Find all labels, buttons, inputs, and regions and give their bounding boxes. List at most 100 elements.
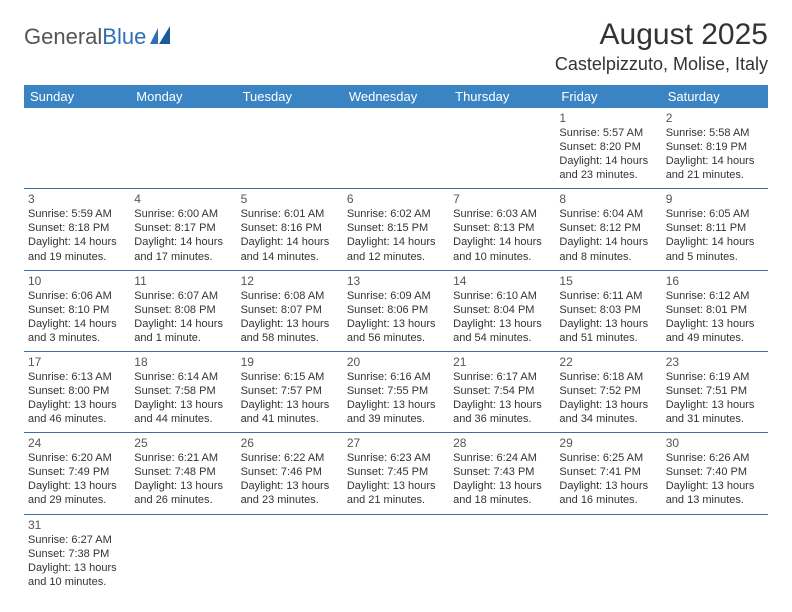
day-info: Sunrise: 6:21 AMSunset: 7:48 PMDaylight:…	[134, 451, 232, 507]
day-info: Sunrise: 6:27 AMSunset: 7:38 PMDaylight:…	[28, 533, 126, 589]
logo-text-blue: Blue	[102, 24, 146, 50]
day-number: 17	[28, 355, 126, 369]
calendar-empty	[130, 514, 236, 595]
day-info: Sunrise: 6:07 AMSunset: 8:08 PMDaylight:…	[134, 289, 232, 345]
day-number: 3	[28, 192, 126, 206]
day-info: Sunrise: 6:10 AMSunset: 8:04 PMDaylight:…	[453, 289, 551, 345]
day-number: 16	[666, 274, 764, 288]
day-number: 5	[241, 192, 339, 206]
day-number: 21	[453, 355, 551, 369]
title-block: August 2025 Castelpizzuto, Molise, Italy	[555, 18, 768, 75]
calendar-table: SundayMondayTuesdayWednesdayThursdayFrid…	[24, 85, 768, 595]
day-number: 26	[241, 436, 339, 450]
calendar-day: 7Sunrise: 6:03 AMSunset: 8:13 PMDaylight…	[449, 189, 555, 270]
calendar-day: 17Sunrise: 6:13 AMSunset: 8:00 PMDayligh…	[24, 351, 130, 432]
calendar-day: 5Sunrise: 6:01 AMSunset: 8:16 PMDaylight…	[237, 189, 343, 270]
day-number: 7	[453, 192, 551, 206]
location: Castelpizzuto, Molise, Italy	[555, 54, 768, 75]
day-number: 29	[559, 436, 657, 450]
day-info: Sunrise: 6:06 AMSunset: 8:10 PMDaylight:…	[28, 289, 126, 345]
day-number: 30	[666, 436, 764, 450]
calendar-day: 26Sunrise: 6:22 AMSunset: 7:46 PMDayligh…	[237, 433, 343, 514]
day-info: Sunrise: 6:17 AMSunset: 7:54 PMDaylight:…	[453, 370, 551, 426]
day-number: 9	[666, 192, 764, 206]
day-info: Sunrise: 6:13 AMSunset: 8:00 PMDaylight:…	[28, 370, 126, 426]
day-number: 15	[559, 274, 657, 288]
calendar-empty	[555, 514, 661, 595]
calendar-day: 3Sunrise: 5:59 AMSunset: 8:18 PMDaylight…	[24, 189, 130, 270]
calendar-day: 4Sunrise: 6:00 AMSunset: 8:17 PMDaylight…	[130, 189, 236, 270]
calendar-day: 15Sunrise: 6:11 AMSunset: 8:03 PMDayligh…	[555, 270, 661, 351]
calendar-day: 25Sunrise: 6:21 AMSunset: 7:48 PMDayligh…	[130, 433, 236, 514]
calendar-day: 13Sunrise: 6:09 AMSunset: 8:06 PMDayligh…	[343, 270, 449, 351]
calendar-day: 11Sunrise: 6:07 AMSunset: 8:08 PMDayligh…	[130, 270, 236, 351]
day-number: 14	[453, 274, 551, 288]
calendar-empty	[662, 514, 768, 595]
calendar-day: 21Sunrise: 6:17 AMSunset: 7:54 PMDayligh…	[449, 351, 555, 432]
calendar-day: 20Sunrise: 6:16 AMSunset: 7:55 PMDayligh…	[343, 351, 449, 432]
calendar-week: 31Sunrise: 6:27 AMSunset: 7:38 PMDayligh…	[24, 514, 768, 595]
calendar-day: 6Sunrise: 6:02 AMSunset: 8:15 PMDaylight…	[343, 189, 449, 270]
day-info: Sunrise: 6:05 AMSunset: 8:11 PMDaylight:…	[666, 207, 764, 263]
day-info: Sunrise: 5:57 AMSunset: 8:20 PMDaylight:…	[559, 126, 657, 182]
calendar-day: 14Sunrise: 6:10 AMSunset: 8:04 PMDayligh…	[449, 270, 555, 351]
calendar-day: 8Sunrise: 6:04 AMSunset: 8:12 PMDaylight…	[555, 189, 661, 270]
calendar-week: 17Sunrise: 6:13 AMSunset: 8:00 PMDayligh…	[24, 351, 768, 432]
calendar-day: 31Sunrise: 6:27 AMSunset: 7:38 PMDayligh…	[24, 514, 130, 595]
day-header: Saturday	[662, 85, 768, 108]
day-info: Sunrise: 6:19 AMSunset: 7:51 PMDaylight:…	[666, 370, 764, 426]
calendar-day: 2Sunrise: 5:58 AMSunset: 8:19 PMDaylight…	[662, 108, 768, 189]
day-number: 10	[28, 274, 126, 288]
day-number: 24	[28, 436, 126, 450]
calendar-empty	[24, 108, 130, 189]
day-number: 28	[453, 436, 551, 450]
day-info: Sunrise: 6:03 AMSunset: 8:13 PMDaylight:…	[453, 207, 551, 263]
calendar-day: 23Sunrise: 6:19 AMSunset: 7:51 PMDayligh…	[662, 351, 768, 432]
day-number: 20	[347, 355, 445, 369]
calendar-day: 22Sunrise: 6:18 AMSunset: 7:52 PMDayligh…	[555, 351, 661, 432]
calendar-day: 29Sunrise: 6:25 AMSunset: 7:41 PMDayligh…	[555, 433, 661, 514]
day-number: 25	[134, 436, 232, 450]
calendar-day: 27Sunrise: 6:23 AMSunset: 7:45 PMDayligh…	[343, 433, 449, 514]
day-number: 13	[347, 274, 445, 288]
calendar-body: 1Sunrise: 5:57 AMSunset: 8:20 PMDaylight…	[24, 108, 768, 595]
day-header: Sunday	[24, 85, 130, 108]
day-number: 31	[28, 518, 126, 532]
header: GeneralBlue August 2025 Castelpizzuto, M…	[24, 18, 768, 75]
day-info: Sunrise: 6:01 AMSunset: 8:16 PMDaylight:…	[241, 207, 339, 263]
calendar-empty	[343, 514, 449, 595]
day-info: Sunrise: 6:04 AMSunset: 8:12 PMDaylight:…	[559, 207, 657, 263]
day-header: Wednesday	[343, 85, 449, 108]
day-info: Sunrise: 6:15 AMSunset: 7:57 PMDaylight:…	[241, 370, 339, 426]
calendar-week: 24Sunrise: 6:20 AMSunset: 7:49 PMDayligh…	[24, 433, 768, 514]
day-number: 8	[559, 192, 657, 206]
day-number: 27	[347, 436, 445, 450]
calendar-day: 28Sunrise: 6:24 AMSunset: 7:43 PMDayligh…	[449, 433, 555, 514]
day-number: 1	[559, 111, 657, 125]
day-info: Sunrise: 6:18 AMSunset: 7:52 PMDaylight:…	[559, 370, 657, 426]
day-info: Sunrise: 5:58 AMSunset: 8:19 PMDaylight:…	[666, 126, 764, 182]
calendar-week: 10Sunrise: 6:06 AMSunset: 8:10 PMDayligh…	[24, 270, 768, 351]
calendar-empty	[237, 514, 343, 595]
calendar-day: 19Sunrise: 6:15 AMSunset: 7:57 PMDayligh…	[237, 351, 343, 432]
calendar-day: 30Sunrise: 6:26 AMSunset: 7:40 PMDayligh…	[662, 433, 768, 514]
day-number: 2	[666, 111, 764, 125]
calendar-empty	[237, 108, 343, 189]
day-header: Friday	[555, 85, 661, 108]
day-info: Sunrise: 6:24 AMSunset: 7:43 PMDaylight:…	[453, 451, 551, 507]
calendar-week: 3Sunrise: 5:59 AMSunset: 8:18 PMDaylight…	[24, 189, 768, 270]
day-info: Sunrise: 6:00 AMSunset: 8:17 PMDaylight:…	[134, 207, 232, 263]
calendar-empty	[130, 108, 236, 189]
day-info: Sunrise: 6:14 AMSunset: 7:58 PMDaylight:…	[134, 370, 232, 426]
day-info: Sunrise: 6:11 AMSunset: 8:03 PMDaylight:…	[559, 289, 657, 345]
day-info: Sunrise: 6:23 AMSunset: 7:45 PMDaylight:…	[347, 451, 445, 507]
day-header-row: SundayMondayTuesdayWednesdayThursdayFrid…	[24, 85, 768, 108]
logo-text-gray: General	[24, 24, 102, 50]
calendar-empty	[449, 108, 555, 189]
calendar-day: 12Sunrise: 6:08 AMSunset: 8:07 PMDayligh…	[237, 270, 343, 351]
day-info: Sunrise: 6:20 AMSunset: 7:49 PMDaylight:…	[28, 451, 126, 507]
day-info: Sunrise: 6:16 AMSunset: 7:55 PMDaylight:…	[347, 370, 445, 426]
day-info: Sunrise: 5:59 AMSunset: 8:18 PMDaylight:…	[28, 207, 126, 263]
calendar-day: 18Sunrise: 6:14 AMSunset: 7:58 PMDayligh…	[130, 351, 236, 432]
day-info: Sunrise: 6:08 AMSunset: 8:07 PMDaylight:…	[241, 289, 339, 345]
